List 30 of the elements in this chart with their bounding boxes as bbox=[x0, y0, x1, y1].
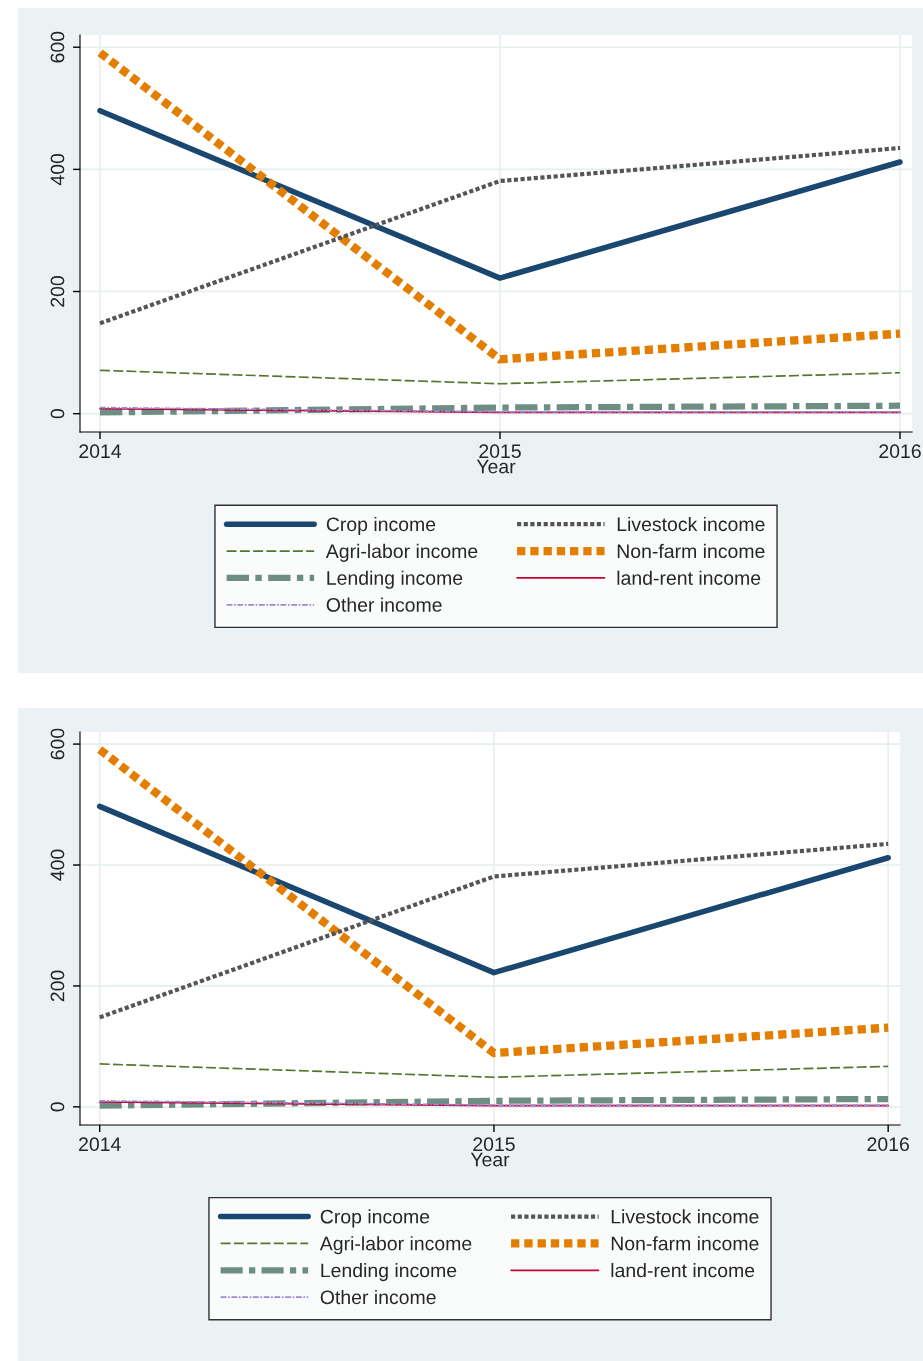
y-tick-label: 400 bbox=[50, 153, 65, 186]
legend-label: Crop income bbox=[326, 516, 436, 536]
y-tick-label: 400 bbox=[50, 849, 65, 881]
y-tick-label: 0 bbox=[50, 409, 65, 419]
y-tick-label: 0 bbox=[50, 1102, 65, 1112]
x-tick-label: 2016 bbox=[879, 444, 921, 459]
x-tick-label: 2014 bbox=[79, 444, 122, 459]
x-axis-title: Year bbox=[470, 1152, 510, 1167]
y-tick-label: 600 bbox=[50, 728, 65, 760]
legend-label: land-rent income bbox=[611, 1263, 755, 1278]
y-tick-label: 200 bbox=[50, 970, 65, 1002]
x-tick-label: 2015 bbox=[479, 444, 521, 459]
y-tick-label: 200 bbox=[50, 276, 65, 307]
x-tick-label: 2015 bbox=[473, 1137, 515, 1152]
legend-label: Crop income bbox=[320, 1209, 430, 1228]
legend-label: Non-farm income bbox=[611, 1236, 759, 1251]
legend-label: land-rent income bbox=[617, 570, 761, 585]
x-axis-title: Year bbox=[476, 459, 516, 474]
legend-label: Non-farm income bbox=[617, 543, 765, 559]
legend-label: Livestock income bbox=[617, 516, 765, 532]
legend-label: Agri-labor income bbox=[325, 543, 478, 562]
legend-label: Agri-labor income bbox=[319, 1236, 472, 1255]
legend-label: Other income bbox=[326, 597, 442, 612]
y-tick-label: 600 bbox=[50, 31, 65, 63]
legend-label: Lending income bbox=[321, 1263, 457, 1282]
legend-label: Other income bbox=[320, 1289, 436, 1305]
x-tick-label: 2016 bbox=[867, 1137, 909, 1152]
legend-label: Livestock income bbox=[611, 1209, 759, 1224]
x-tick-label: 2014 bbox=[79, 1137, 121, 1152]
legend-label: Lending income bbox=[327, 570, 463, 589]
